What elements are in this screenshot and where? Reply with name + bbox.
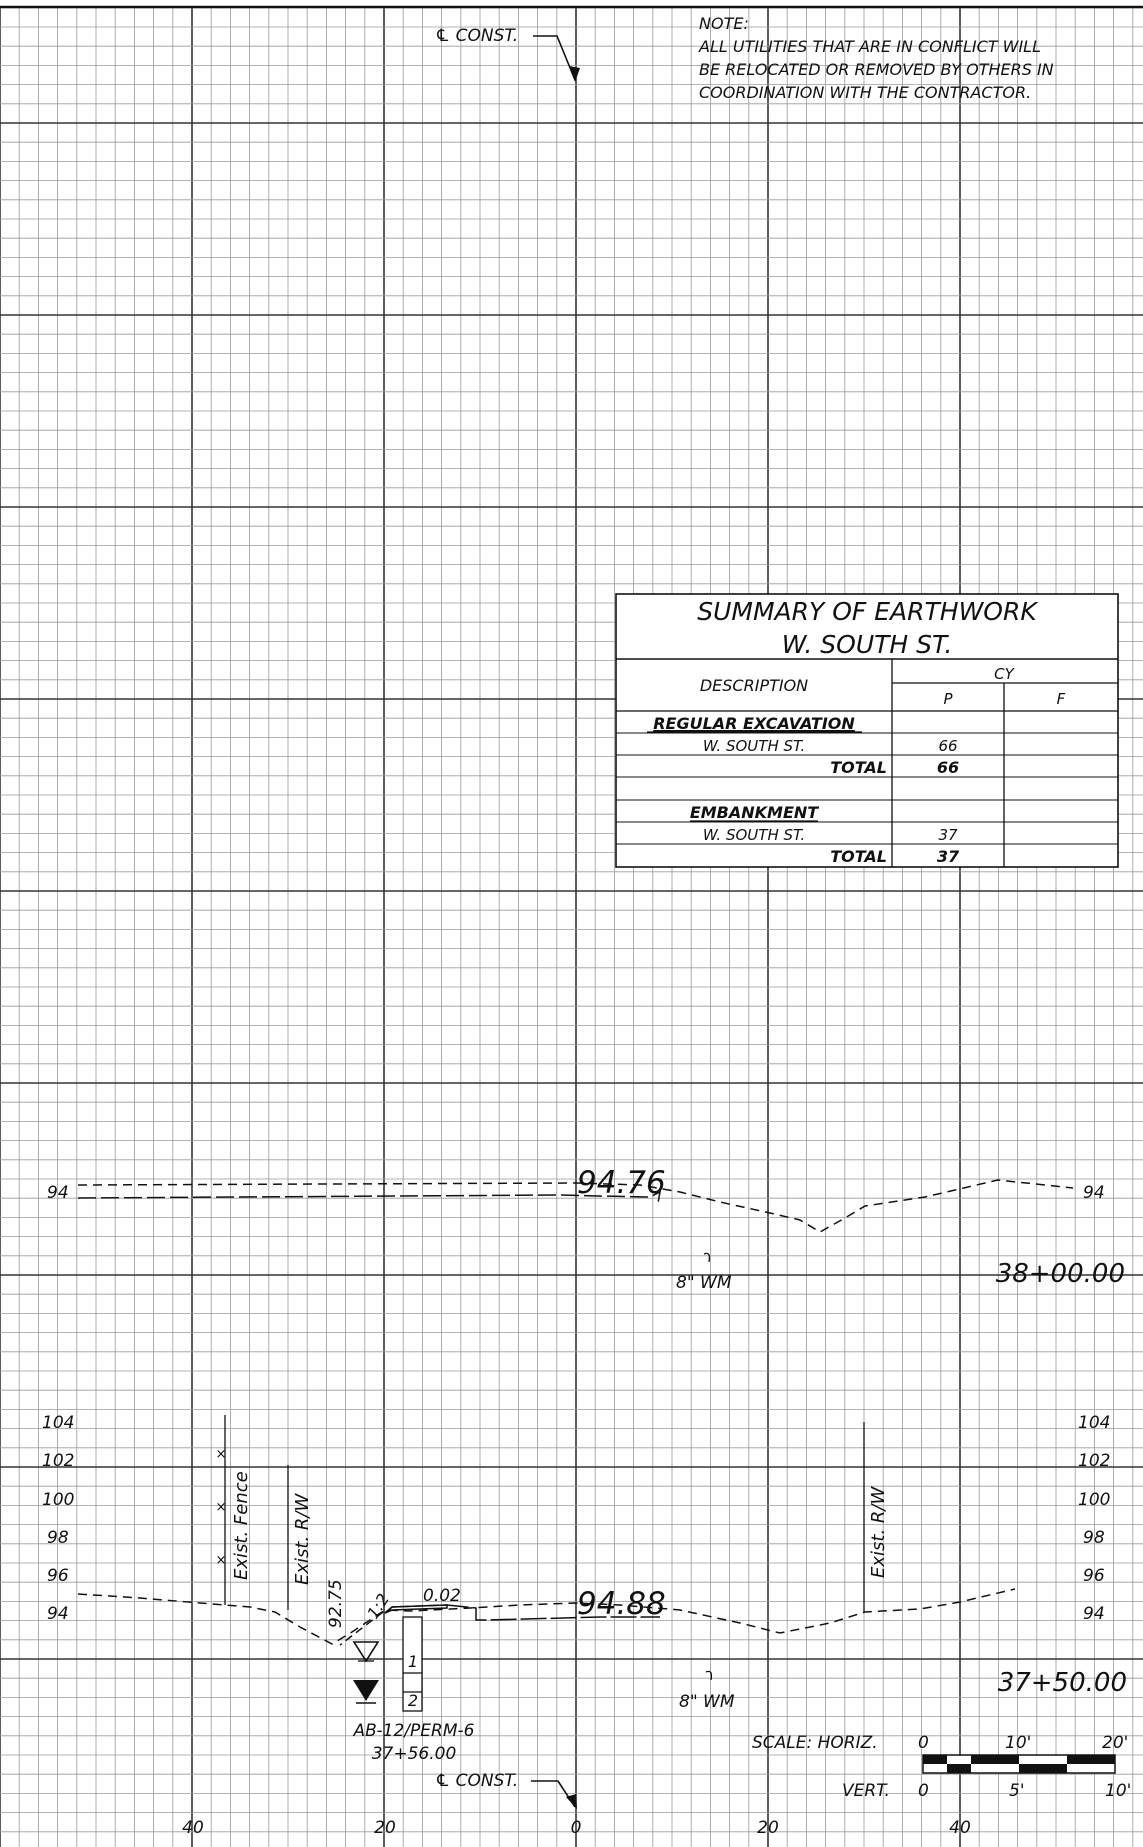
centerline-text-bottom: ℄ CONST. (435, 1771, 518, 1791)
scale-bar (922, 1754, 1116, 1774)
fence-x-mark-icon: × (216, 1553, 227, 1568)
exist-fence: × × × Exist. Fence (216, 1415, 252, 1605)
water-level-filled-icon (353, 1680, 379, 1701)
boring-log: 1 2 AB-12/PERM-6 37+56.00 (352, 1616, 475, 1764)
scale-vert-tick-5: 5' (1009, 1781, 1025, 1801)
utility-symbol-icon (705, 1670, 713, 1681)
elev-right-104: 104 (1078, 1413, 1110, 1433)
centerline-label-bottom: ℄ CONST. (435, 1771, 577, 1809)
elev-left-102: 102 (42, 1451, 74, 1471)
elevation-37: 94.88 (577, 1586, 666, 1622)
boring-id: AB-12/PERM-6 (353, 1721, 475, 1741)
elev-right-96: 96 (1083, 1566, 1105, 1586)
cross-section-38: 94 94 94.76 38+00.00 8" WM (47, 1165, 1125, 1293)
embankment-item: W. SOUTH ST. (703, 826, 805, 844)
elev-left-94: 94 (47, 1604, 69, 1624)
note-block: NOTE: ALL UTILITIES THAT ARE IN CONFLICT… (698, 14, 1054, 102)
scale-horiz-tick-10: 10' (1005, 1733, 1031, 1753)
cross-slope: 0.02 (423, 1586, 461, 1606)
note-title: NOTE: (699, 14, 749, 33)
water-level-open-icon (352, 1641, 380, 1663)
scale-vert-label: VERT. (842, 1781, 890, 1801)
ditch-elevation: 92.75 (326, 1579, 346, 1628)
embankment-item-p: 37 (938, 826, 958, 844)
offset-label-right-20: 20 (757, 1818, 779, 1838)
elev-right-94: 94 (1083, 1604, 1105, 1624)
existing-ground-line-38 (77, 1179, 1074, 1233)
exist-rw-right: Exist. R/W (863, 1422, 889, 1612)
utility-label-37: 8" WM (679, 1692, 735, 1712)
scale-horiz-tick-0: 0 (918, 1733, 929, 1753)
note-line-2: BE RELOCATED OR REMOVED BY OTHERS IN (699, 60, 1054, 79)
station-38: 38+00.00 (996, 1259, 1125, 1289)
pavement-section (384, 1604, 448, 1614)
exist-rw-left: Exist. R/W (287, 1465, 313, 1610)
excavation-item-p: 66 (938, 737, 957, 755)
offset-labels: 40 20 0 20 40 (182, 1818, 971, 1838)
elev-left-104: 104 (42, 1413, 74, 1433)
table-subtitle: W. SOUTH ST. (782, 630, 953, 659)
embankment-total-label: TOTAL (830, 847, 887, 866)
rw-left-label: Exist. R/W (292, 1493, 313, 1585)
header-f: F (1057, 690, 1066, 708)
excavation-item: W. SOUTH ST. (703, 737, 805, 755)
offset-label-right-40: 40 (949, 1818, 971, 1838)
scale-horiz-tick-20: 20' (1102, 1733, 1128, 1753)
header-unit: CY (994, 665, 1015, 683)
header-description: DESCRIPTION (700, 676, 808, 695)
elev-left-100: 100 (42, 1490, 74, 1510)
excavation-total-label: TOTAL (830, 758, 887, 777)
proposed-grade-line-38 (77, 1190, 662, 1204)
boring-column (402, 1616, 423, 1712)
centerline-text-top: ℄ CONST. (435, 26, 518, 46)
utility-symbol-icon (703, 1252, 711, 1263)
cross-section-37: 104 102 100 98 96 94 104 102 100 98 96 9… (42, 1413, 1127, 1764)
offset-label-left-40: 40 (182, 1818, 204, 1838)
note-line-1: ALL UTILITIES THAT ARE IN CONFLICT WILL (698, 37, 1041, 56)
elev-right-98: 98 (1083, 1528, 1105, 1548)
existing-ground-line-37 (77, 1588, 1016, 1645)
embankment-total-p: 37 (937, 847, 960, 866)
elev-left-96: 96 (47, 1566, 69, 1586)
elev-left-98: 98 (47, 1528, 69, 1548)
excavation-total-p: 66 (937, 758, 959, 777)
scale-horiz-label: SCALE: HORIZ. (752, 1733, 878, 1753)
elev-right-100: 100 (1078, 1490, 1110, 1510)
summary-of-earthwork-table: SUMMARY OF EARTHWORK W. SOUTH ST. DESCRI… (615, 593, 1119, 868)
fence-x-mark-icon: × (216, 1447, 227, 1462)
note-line-3: COORDINATION WITH THE CONTRACTOR. (699, 83, 1031, 102)
boring-station: 37+56.00 (372, 1744, 457, 1764)
boring-layer-2: 2 (408, 1691, 418, 1710)
boring-layer-1: 1 (408, 1652, 418, 1671)
section-heading-embankment: EMBANKMENT (690, 803, 819, 822)
arrowhead-icon (566, 1794, 577, 1809)
arrowhead-icon (569, 66, 580, 82)
scale-vert-tick-10: 10' (1105, 1781, 1131, 1801)
elev-right-102: 102 (1078, 1451, 1110, 1471)
offset-label-0: 0 (571, 1818, 582, 1838)
elev-right-38: 94 (1083, 1183, 1105, 1203)
grid (0, 7, 1143, 1847)
scale-block: SCALE: HORIZ. VERT. 0 10' 20' 0 5' 10' (752, 1733, 1131, 1801)
header-p: P (943, 690, 953, 708)
utility-label-38: 8" WM (676, 1273, 732, 1293)
table-title: SUMMARY OF EARTHWORK (697, 597, 1039, 626)
slope-ratio: 1:2 (363, 1590, 393, 1622)
offset-label-left-20: 20 (374, 1818, 396, 1838)
centerline-label-top: ℄ CONST. (435, 26, 580, 82)
elev-left-38: 94 (47, 1183, 69, 1203)
scale-vert-tick-0: 0 (918, 1781, 929, 1801)
fence-x-mark-icon: × (216, 1500, 227, 1515)
section-heading-excavation: REGULAR EXCAVATION (653, 714, 855, 733)
fill-slope-line (339, 1611, 384, 1646)
rw-right-label: Exist. R/W (868, 1486, 889, 1578)
elevation-38: 94.76 (577, 1165, 666, 1201)
fence-label: Exist. Fence (231, 1471, 252, 1580)
station-37: 37+50.00 (998, 1668, 1127, 1698)
